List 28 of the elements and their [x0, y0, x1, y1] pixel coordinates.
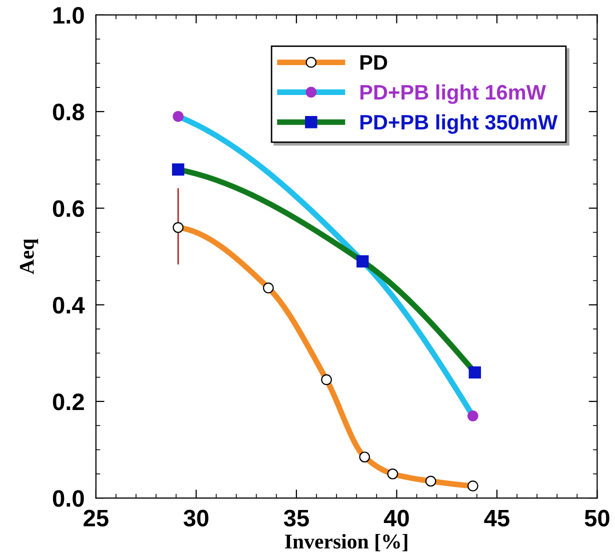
x-axis-title: Inversion [%] — [285, 534, 408, 552]
point — [468, 366, 481, 379]
point — [172, 110, 184, 122]
point — [172, 222, 184, 233]
x-tick-label: 30 — [184, 510, 208, 527]
y-axis-title: Aeq — [20, 238, 38, 274]
y-tick-label: 0.2 — [52, 393, 84, 410]
legend-label: PD+PB light 350mW — [360, 114, 558, 134]
y-tick-label: 0.8 — [52, 104, 84, 120]
point — [467, 410, 478, 422]
legend-label: PD — [360, 55, 388, 70]
y-tick-label: 0.4 — [52, 296, 85, 314]
point — [425, 476, 436, 487]
x-tick-label: 40 — [384, 510, 409, 526]
x-tick-label: 45 — [484, 510, 510, 526]
point — [359, 452, 370, 462]
point — [262, 282, 274, 294]
point — [387, 468, 398, 480]
y-tick-label: 0.6 — [52, 200, 84, 217]
y-tick-label: 1.0 — [53, 7, 84, 24]
x-tick-label: 50 — [584, 510, 610, 526]
x-tick-label: 35 — [284, 510, 309, 527]
legend-label: PD+PB light 16mW — [360, 84, 546, 104]
x-tick-label: 25 — [84, 510, 108, 526]
point — [467, 480, 478, 492]
point — [321, 374, 332, 386]
point — [172, 163, 184, 176]
y-tick-label: 0.0 — [52, 490, 84, 507]
